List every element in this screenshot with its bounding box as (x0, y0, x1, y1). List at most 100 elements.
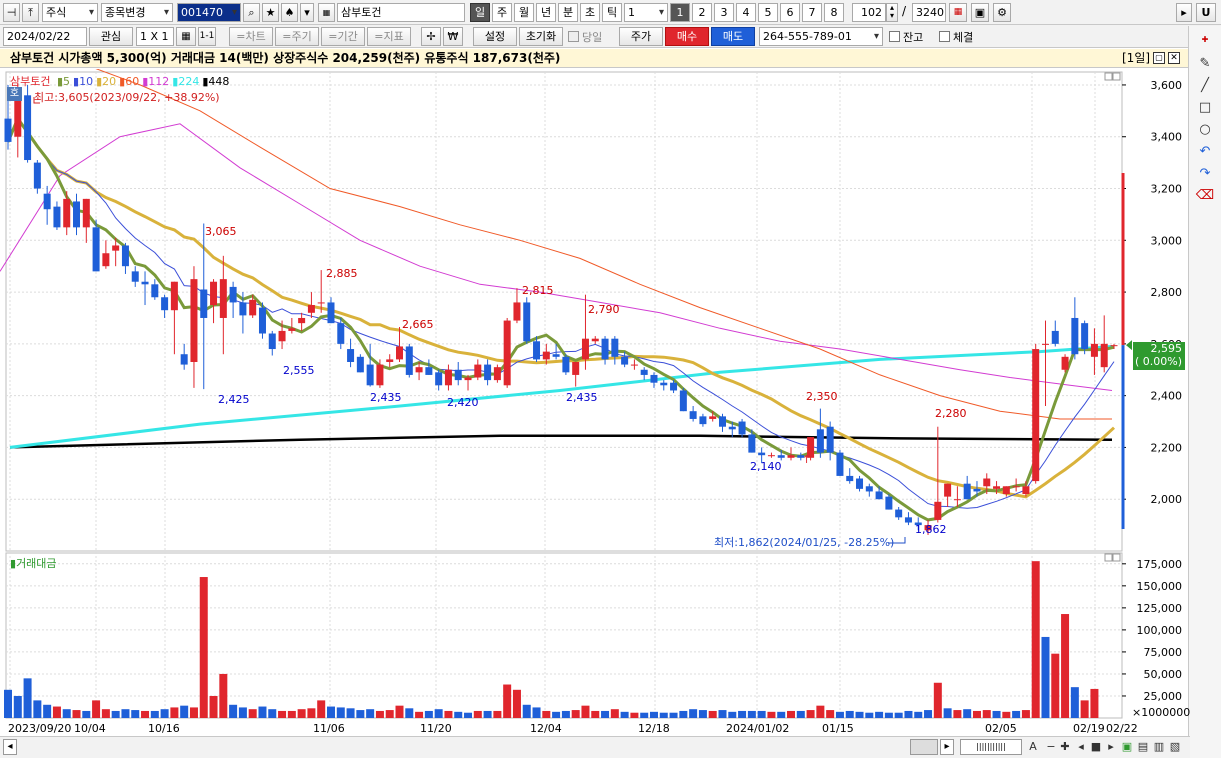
dropdown-icon[interactable]: ▾ (300, 3, 314, 22)
user-icon[interactable]: U (1196, 3, 1216, 22)
print-icon[interactable]: ▥ (1153, 740, 1165, 753)
line-icon[interactable]: ╱ (1201, 78, 1209, 93)
page-button-8[interactable]: 8 (824, 3, 844, 22)
save-icon[interactable]: ▣ (971, 3, 989, 22)
settings-button[interactable]: 설정 (473, 27, 517, 46)
candle-body (846, 475, 854, 482)
today-checkbox[interactable] (568, 31, 579, 42)
low-label: 2,435 (566, 391, 598, 404)
page-button-5[interactable]: 5 (758, 3, 778, 22)
tool-menu-icon[interactable]: ✚ (1201, 35, 1209, 44)
sell-button[interactable]: 매도 (711, 27, 755, 46)
zoom-plus-icon[interactable]: ✚ (1060, 740, 1070, 753)
cycle-button[interactable]: =주기 (275, 27, 319, 46)
pin-icon[interactable]: ⊣ (3, 3, 20, 22)
spade-icon[interactable]: ♠ (281, 3, 298, 22)
page-button-7[interactable]: 7 (802, 3, 822, 22)
candle-body (337, 323, 345, 344)
disk-icon[interactable]: ▤ (1137, 740, 1149, 753)
gear-icon[interactable]: ⚙ (993, 3, 1011, 22)
won-button[interactable]: ₩ (443, 27, 463, 46)
star-icon[interactable]: ★ (262, 3, 279, 22)
page-button-2[interactable]: 2 (692, 3, 712, 22)
period-tab[interactable]: [1일] (1122, 51, 1151, 65)
quote-badge[interactable]: 호 (7, 87, 22, 101)
price-button[interactable]: 주가 (619, 27, 663, 46)
play-icon[interactable]: ▸ (1176, 3, 1192, 22)
count-spinner-icon[interactable]: ▴ ▾ (886, 3, 898, 22)
volume-unit: ×1000000 (1132, 706, 1191, 719)
calendar-icon[interactable]: ▦ (176, 27, 196, 46)
price-chart[interactable]: 3,6003,4003,2003,0002,8002,6002,4002,200… (0, 69, 1188, 736)
redo-icon[interactable]: ↷ (1199, 166, 1211, 181)
volume-bar (1090, 688, 1099, 718)
stock-name-field[interactable]: 삼부토건 (337, 3, 465, 22)
top-icon[interactable]: ⤒ (22, 3, 39, 22)
date-field[interactable]: 2024/02/22 (3, 27, 87, 46)
period-button[interactable]: =기간 (321, 27, 365, 46)
ma448-line (9, 434, 1113, 449)
compare-icon[interactable]: ▦ (949, 3, 967, 22)
page-button-1[interactable]: 1 (670, 3, 690, 22)
grid-icon[interactable]: ▦ (318, 3, 335, 22)
zoom-minus-icon[interactable]: − (1046, 740, 1056, 753)
balance-checkbox[interactable] (889, 31, 900, 42)
period-second[interactable]: 초 (580, 3, 600, 22)
legend-ma-10: ▮10 (73, 75, 94, 88)
stock-code-input[interactable]: 001470 (177, 3, 241, 22)
period-week[interactable]: 주 (492, 3, 512, 22)
undo-icon[interactable]: ↶ (1199, 144, 1211, 159)
stop-icon[interactable]: ■ (1090, 740, 1102, 753)
scroll-right-icon[interactable]: ▸ (940, 739, 954, 755)
ma112-line (0, 123, 1113, 391)
clear-all-icon[interactable]: ⌫ (1195, 188, 1215, 203)
reset-button[interactable]: 초기화 (519, 27, 563, 46)
excel-icon[interactable]: ▣ (1121, 740, 1133, 753)
account-select[interactable]: 264-555-789-01 (759, 27, 883, 46)
fill-checkbox[interactable] (939, 31, 950, 42)
volume-bar (258, 706, 267, 718)
rectangle-icon[interactable]: □ (1198, 100, 1212, 115)
volume-title: ▮거래대금 (10, 557, 57, 570)
close-icon[interactable]: ✕ (1168, 52, 1180, 64)
pencil-icon[interactable]: ✎ (1199, 56, 1211, 71)
buy-button[interactable]: 매수 (665, 27, 709, 46)
period-tick[interactable]: 틱 (602, 3, 622, 22)
chart-button[interactable]: =차트 (229, 27, 273, 46)
zoom-slider[interactable]: ||||||||||| (960, 739, 1022, 755)
scroll-thumb[interactable] (910, 739, 938, 755)
page-button-6[interactable]: 6 (780, 3, 800, 22)
period-year[interactable]: 년 (536, 3, 556, 22)
period-day[interactable]: 일 (470, 3, 490, 22)
watch-button[interactable]: 관심 (89, 27, 133, 46)
scroll-left-icon[interactable]: ◂ (3, 739, 17, 755)
expand-icon[interactable]: ▧ (1169, 740, 1181, 753)
next-icon[interactable]: ▸ (1108, 740, 1114, 753)
ratio-field[interactable]: 1 X 1 (136, 27, 174, 46)
candle-body (562, 356, 570, 373)
high-label: 2,665 (402, 318, 434, 331)
period-value-select[interactable]: 1 (624, 3, 668, 22)
page-button-3[interactable]: 3 (714, 3, 734, 22)
prev-icon[interactable]: ◂ (1078, 740, 1084, 753)
page-button-4[interactable]: 4 (736, 3, 756, 22)
restore-icon[interactable]: ▢ (1153, 52, 1165, 64)
market-select[interactable]: 주식 (42, 3, 98, 22)
current-price: 2,595 (1150, 342, 1183, 355)
search-icon[interactable]: ⌕ (243, 3, 260, 22)
circle-icon[interactable]: ○ (1199, 122, 1211, 137)
volume-bar (395, 705, 404, 718)
zoom-out-small-icon[interactable]: A (1029, 740, 1037, 753)
period-minute[interactable]: 분 (558, 3, 578, 22)
candle-body (934, 501, 942, 520)
count-input[interactable]: 102 (852, 3, 886, 22)
volume-bar (1021, 710, 1030, 718)
period-month[interactable]: 월 (514, 3, 534, 22)
indicator-button[interactable]: =지표 (367, 27, 411, 46)
mini-button[interactable]: 1-1 (198, 27, 216, 46)
move-icon[interactable]: ✢ (421, 27, 441, 46)
moving-average-lines (0, 69, 1116, 522)
volume-bar (855, 711, 864, 718)
candle-body (1051, 330, 1059, 344)
change-stock-select[interactable]: 종목변경 (101, 3, 173, 22)
